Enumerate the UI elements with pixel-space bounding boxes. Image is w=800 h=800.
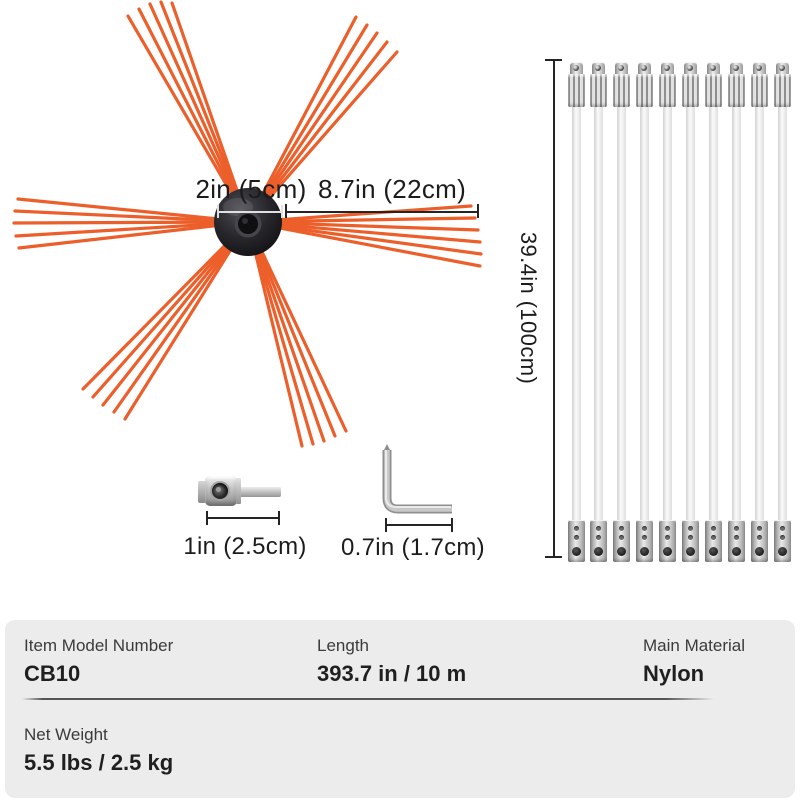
rod — [771, 62, 794, 564]
rod — [748, 62, 771, 564]
adapter-socket-hole — [212, 483, 228, 499]
allen-dim-tick-left — [385, 518, 387, 532]
allen-key-dimension-label: 0.7in (1.7cm) — [341, 534, 485, 561]
rod-connector-top — [706, 62, 720, 75]
hub-dimension-line — [218, 211, 282, 213]
rod-connector-bottom — [636, 520, 654, 562]
rod-connector-top — [661, 62, 675, 75]
rod-shaft — [640, 107, 650, 520]
allen-dim-line — [385, 524, 453, 526]
spec-net-weight: Net Weight 5.5 lbs / 2.5 kg — [24, 724, 173, 776]
rod-connector-body — [636, 74, 654, 107]
spec-material: Main Material Nylon — [643, 635, 745, 687]
rod-connector-top — [569, 62, 583, 75]
bristle-strands — [12, 0, 483, 448]
rod-connector-top — [752, 62, 766, 75]
rod-shaft — [777, 107, 787, 520]
rod-connector-body — [773, 74, 791, 107]
rod — [633, 62, 656, 564]
rod-shaft — [594, 107, 604, 520]
rod-connector-top — [592, 62, 606, 75]
bristle-dimension-line — [285, 211, 479, 213]
rod — [679, 62, 702, 564]
adapter-flange — [236, 478, 241, 504]
rod-connector-body — [590, 74, 608, 107]
rod-shaft — [708, 107, 718, 520]
allen-key-figure — [382, 444, 452, 514]
spec-value: CB10 — [24, 661, 81, 686]
brush-head-figure — [12, 0, 483, 448]
rod-connector-bottom — [704, 520, 722, 562]
bristle-dimension-label: 8.7in (22cm) — [317, 174, 467, 204]
rod-dim-cap-top — [545, 59, 562, 61]
spec-value: 5.5 lbs / 2.5 kg — [24, 750, 174, 775]
rod-connector-body — [704, 74, 722, 107]
extension-rods-figure — [565, 62, 794, 564]
rod — [587, 62, 610, 564]
rod-connector-bottom — [682, 520, 699, 562]
rod — [725, 62, 748, 564]
rod-connector-top — [638, 62, 652, 75]
rod-connector-top — [729, 62, 743, 75]
rod-connector-body — [750, 74, 768, 107]
rod-shaft — [686, 107, 695, 520]
adapter-dim-line — [206, 517, 280, 519]
rod-connector-top — [775, 62, 789, 75]
rod-connector-bottom — [727, 520, 745, 562]
drill-adapter-figure — [198, 476, 284, 508]
rod-connector-body — [659, 74, 677, 107]
adapter-dim-tick-right — [278, 511, 280, 525]
rod-connector-bottom — [567, 520, 585, 562]
rod — [656, 62, 679, 564]
rod-connector-body — [567, 74, 585, 107]
spec-value: Nylon — [643, 661, 705, 686]
rod-dim-cap-bottom — [545, 556, 562, 558]
hub-dimension-label: 2in (5cm) — [195, 174, 307, 204]
rod-connector-bottom — [613, 520, 631, 562]
hub-socket-glint — [242, 218, 248, 224]
bristle-dim-tick-right — [477, 204, 479, 218]
rod-connector-body — [613, 74, 631, 107]
rod-connector-bottom — [659, 520, 677, 562]
spec-label: Item Model Number — [24, 636, 174, 655]
spec-value: 393.7 in / 10 m — [317, 661, 467, 686]
rod-shaft — [663, 107, 673, 520]
rod-connector-bottom — [750, 520, 768, 562]
hub-dim-tick-left — [217, 205, 219, 218]
rod-length-label: 39.4in (100cm) — [516, 231, 541, 385]
spec-item-model: Item Model Number CB10 — [24, 635, 173, 687]
rod-shaft — [731, 107, 741, 520]
hub-dim-tick-right — [281, 205, 283, 218]
spec-label: Main Material — [643, 636, 746, 655]
rod-connector-bottom — [590, 520, 608, 562]
spec-panel: Item Model Number CB10 Length 393.7 in /… — [5, 620, 795, 798]
adapter-dimension-label: 1in (2.5cm) — [183, 533, 307, 560]
allen-dim-tick-right — [451, 518, 453, 532]
rod-connector-top — [684, 62, 697, 75]
rod-connector-body — [727, 74, 745, 107]
adapter-dim-tick-left — [206, 511, 208, 525]
rod-shaft — [617, 107, 627, 520]
adapter-end-cap — [198, 481, 206, 503]
rod — [610, 62, 633, 564]
spec-label: Net Weight — [24, 725, 108, 744]
rod-connector-bottom — [773, 520, 791, 562]
rod-shaft — [571, 107, 581, 520]
rod-connector-top — [615, 62, 629, 75]
rod — [702, 62, 725, 564]
rod-dim-line — [553, 59, 555, 558]
bristle-dim-tick-left — [285, 204, 287, 218]
spec-divider — [22, 698, 714, 700]
rod-connector-body — [682, 74, 699, 107]
spec-length: Length 393.7 in / 10 m — [317, 635, 466, 687]
rod-shaft — [754, 107, 764, 520]
rod — [565, 62, 588, 564]
spec-label: Length — [317, 636, 369, 655]
adapter-hex-shaft — [241, 487, 281, 497]
